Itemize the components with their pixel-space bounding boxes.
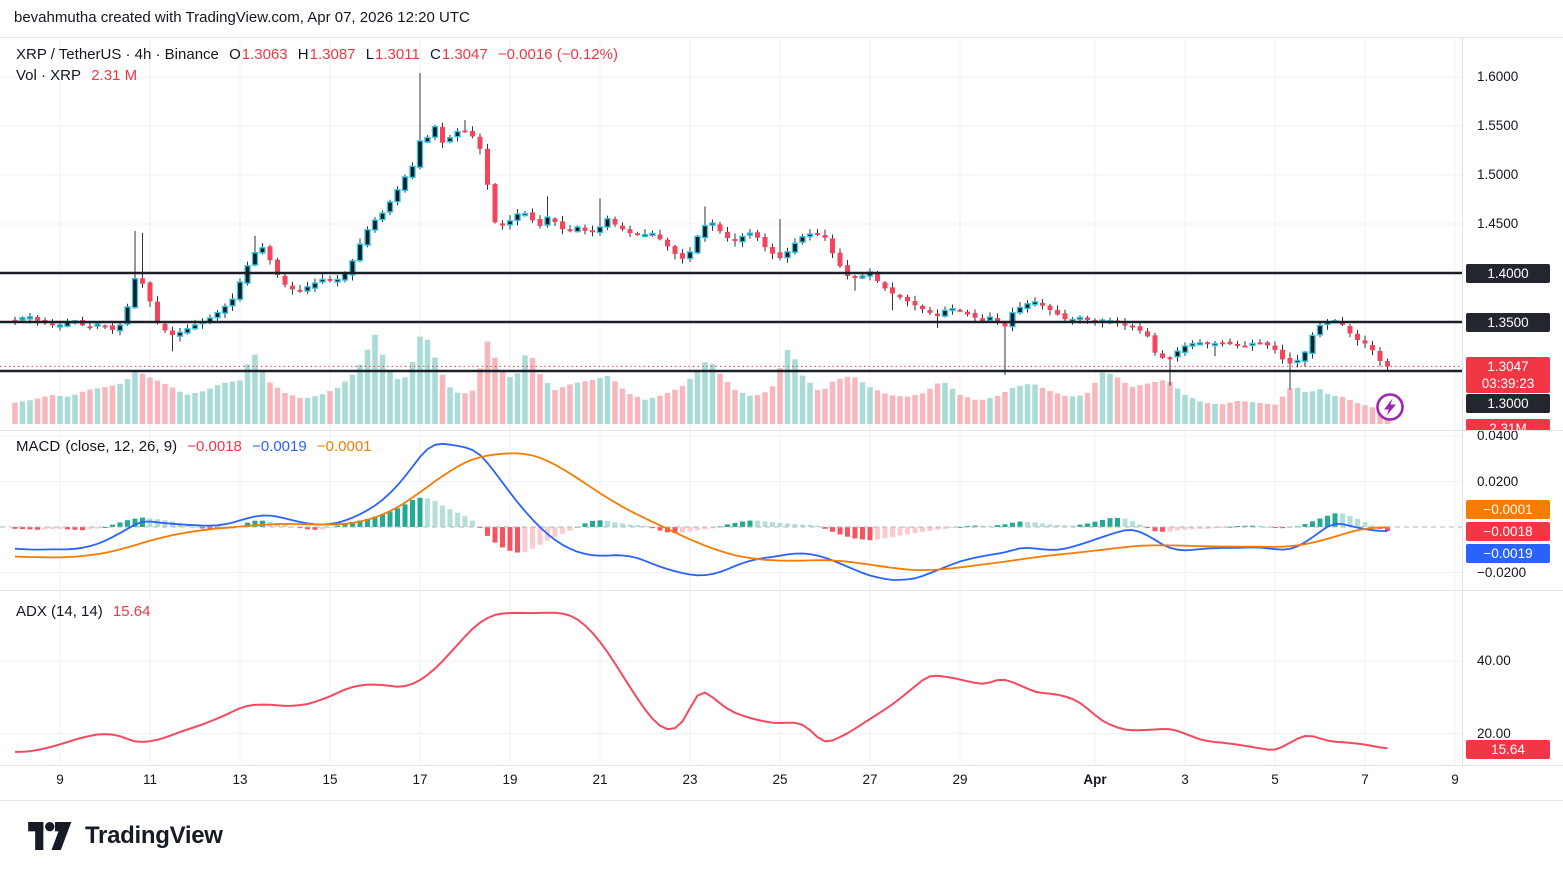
adx-line: [14, 611, 1388, 753]
price-scale-divider: [1462, 37, 1463, 800]
macd-axis-badge: −0.0001: [1466, 499, 1550, 519]
macd-axis-label: 0.0400: [1477, 428, 1519, 443]
price-axis-label: 1.6000: [1477, 69, 1519, 84]
macd-histogram-layer: [12, 497, 1390, 553]
bar-countdown: 03:39:23: [1481, 376, 1535, 392]
chart-bottom-border: [0, 800, 1563, 801]
time-axis-tick: 17: [412, 772, 428, 787]
time-axis-tick: 9: [1451, 772, 1459, 787]
time-axis-tick: 27: [862, 772, 878, 787]
candles-layer: [12, 73, 1390, 390]
flash-boost-button[interactable]: [1374, 391, 1406, 423]
tradingview-logo-text: TradingView: [85, 822, 223, 849]
price-level-badge: 1.3500: [1466, 312, 1550, 332]
header-divider: [0, 37, 1563, 38]
time-axis-tick: 23: [682, 772, 698, 787]
adx-axis-badge: 15.64: [1466, 739, 1550, 759]
price-level-badge: 1.4000: [1466, 263, 1550, 283]
time-axis[interactable]: 9 11 13 15 17 19 21 23 25 27 29 Apr 3 5 7 9: [0, 765, 1563, 800]
time-axis-tick: 19: [502, 772, 518, 787]
time-axis-tick: 3: [1181, 772, 1189, 787]
flash-icon: [1376, 393, 1404, 421]
adx-axis[interactable]: 40.00 20.00 15.64: [1462, 590, 1563, 765]
attribution-text: bevahmutha created with TradingView.com,…: [14, 9, 470, 26]
time-axis-tick: 13: [232, 772, 248, 787]
pane-divider-adx: [0, 590, 1563, 591]
macd-axis[interactable]: 0.0400 0.0200 −0.0200 −0.0001 −0.0018 −0.0019: [1462, 428, 1563, 590]
time-axis-tick: 11: [142, 772, 158, 787]
time-axis-border: [0, 765, 1563, 766]
time-axis-tick: 15: [322, 772, 338, 787]
chart-plot-area[interactable]: [0, 37, 1462, 765]
adx-axis-label: 40.00: [1477, 653, 1511, 668]
time-axis-tick: 29: [952, 772, 968, 787]
time-axis-tick: 9: [56, 772, 64, 787]
volume-axis-badge: 2.31M: [1466, 419, 1550, 430]
last-price-badge: 1.3047 03:39:23: [1466, 357, 1550, 394]
macd-axis-badge: −0.0019: [1466, 543, 1550, 563]
price-axis[interactable]: 1.6000 1.5500 1.5000 1.4500 1.4000 1.3500 1.30…: [1462, 37, 1563, 430]
time-axis-tick: 21: [592, 772, 608, 787]
price-level-badge: 1.3000: [1466, 394, 1550, 414]
tradingview-logo[interactable]: TradingView: [28, 822, 223, 850]
time-axis-tick: 5: [1271, 772, 1279, 787]
pane-divider-macd: [0, 430, 1563, 431]
tradingview-logo-icon: [28, 822, 72, 850]
volume-layer: [12, 334, 1391, 424]
macd-axis-label: 0.0200: [1477, 473, 1519, 489]
macd-line: [14, 442, 1388, 581]
adx-axis-label: 20.00: [1477, 725, 1511, 741]
price-axis-label: 1.4500: [1477, 216, 1519, 231]
last-price-value: 1.3047: [1487, 359, 1529, 375]
macd-signal-line: [14, 452, 1388, 571]
time-axis-tick: Apr: [1083, 772, 1107, 787]
macd-axis-label: −0.0200: [1477, 564, 1527, 580]
price-axis-label: 1.5000: [1477, 167, 1519, 182]
time-axis-tick: 25: [772, 772, 788, 787]
time-axis-tick: 7: [1361, 772, 1369, 787]
price-axis-label: 1.5500: [1477, 118, 1519, 133]
macd-axis-badge: −0.0018: [1466, 521, 1550, 541]
